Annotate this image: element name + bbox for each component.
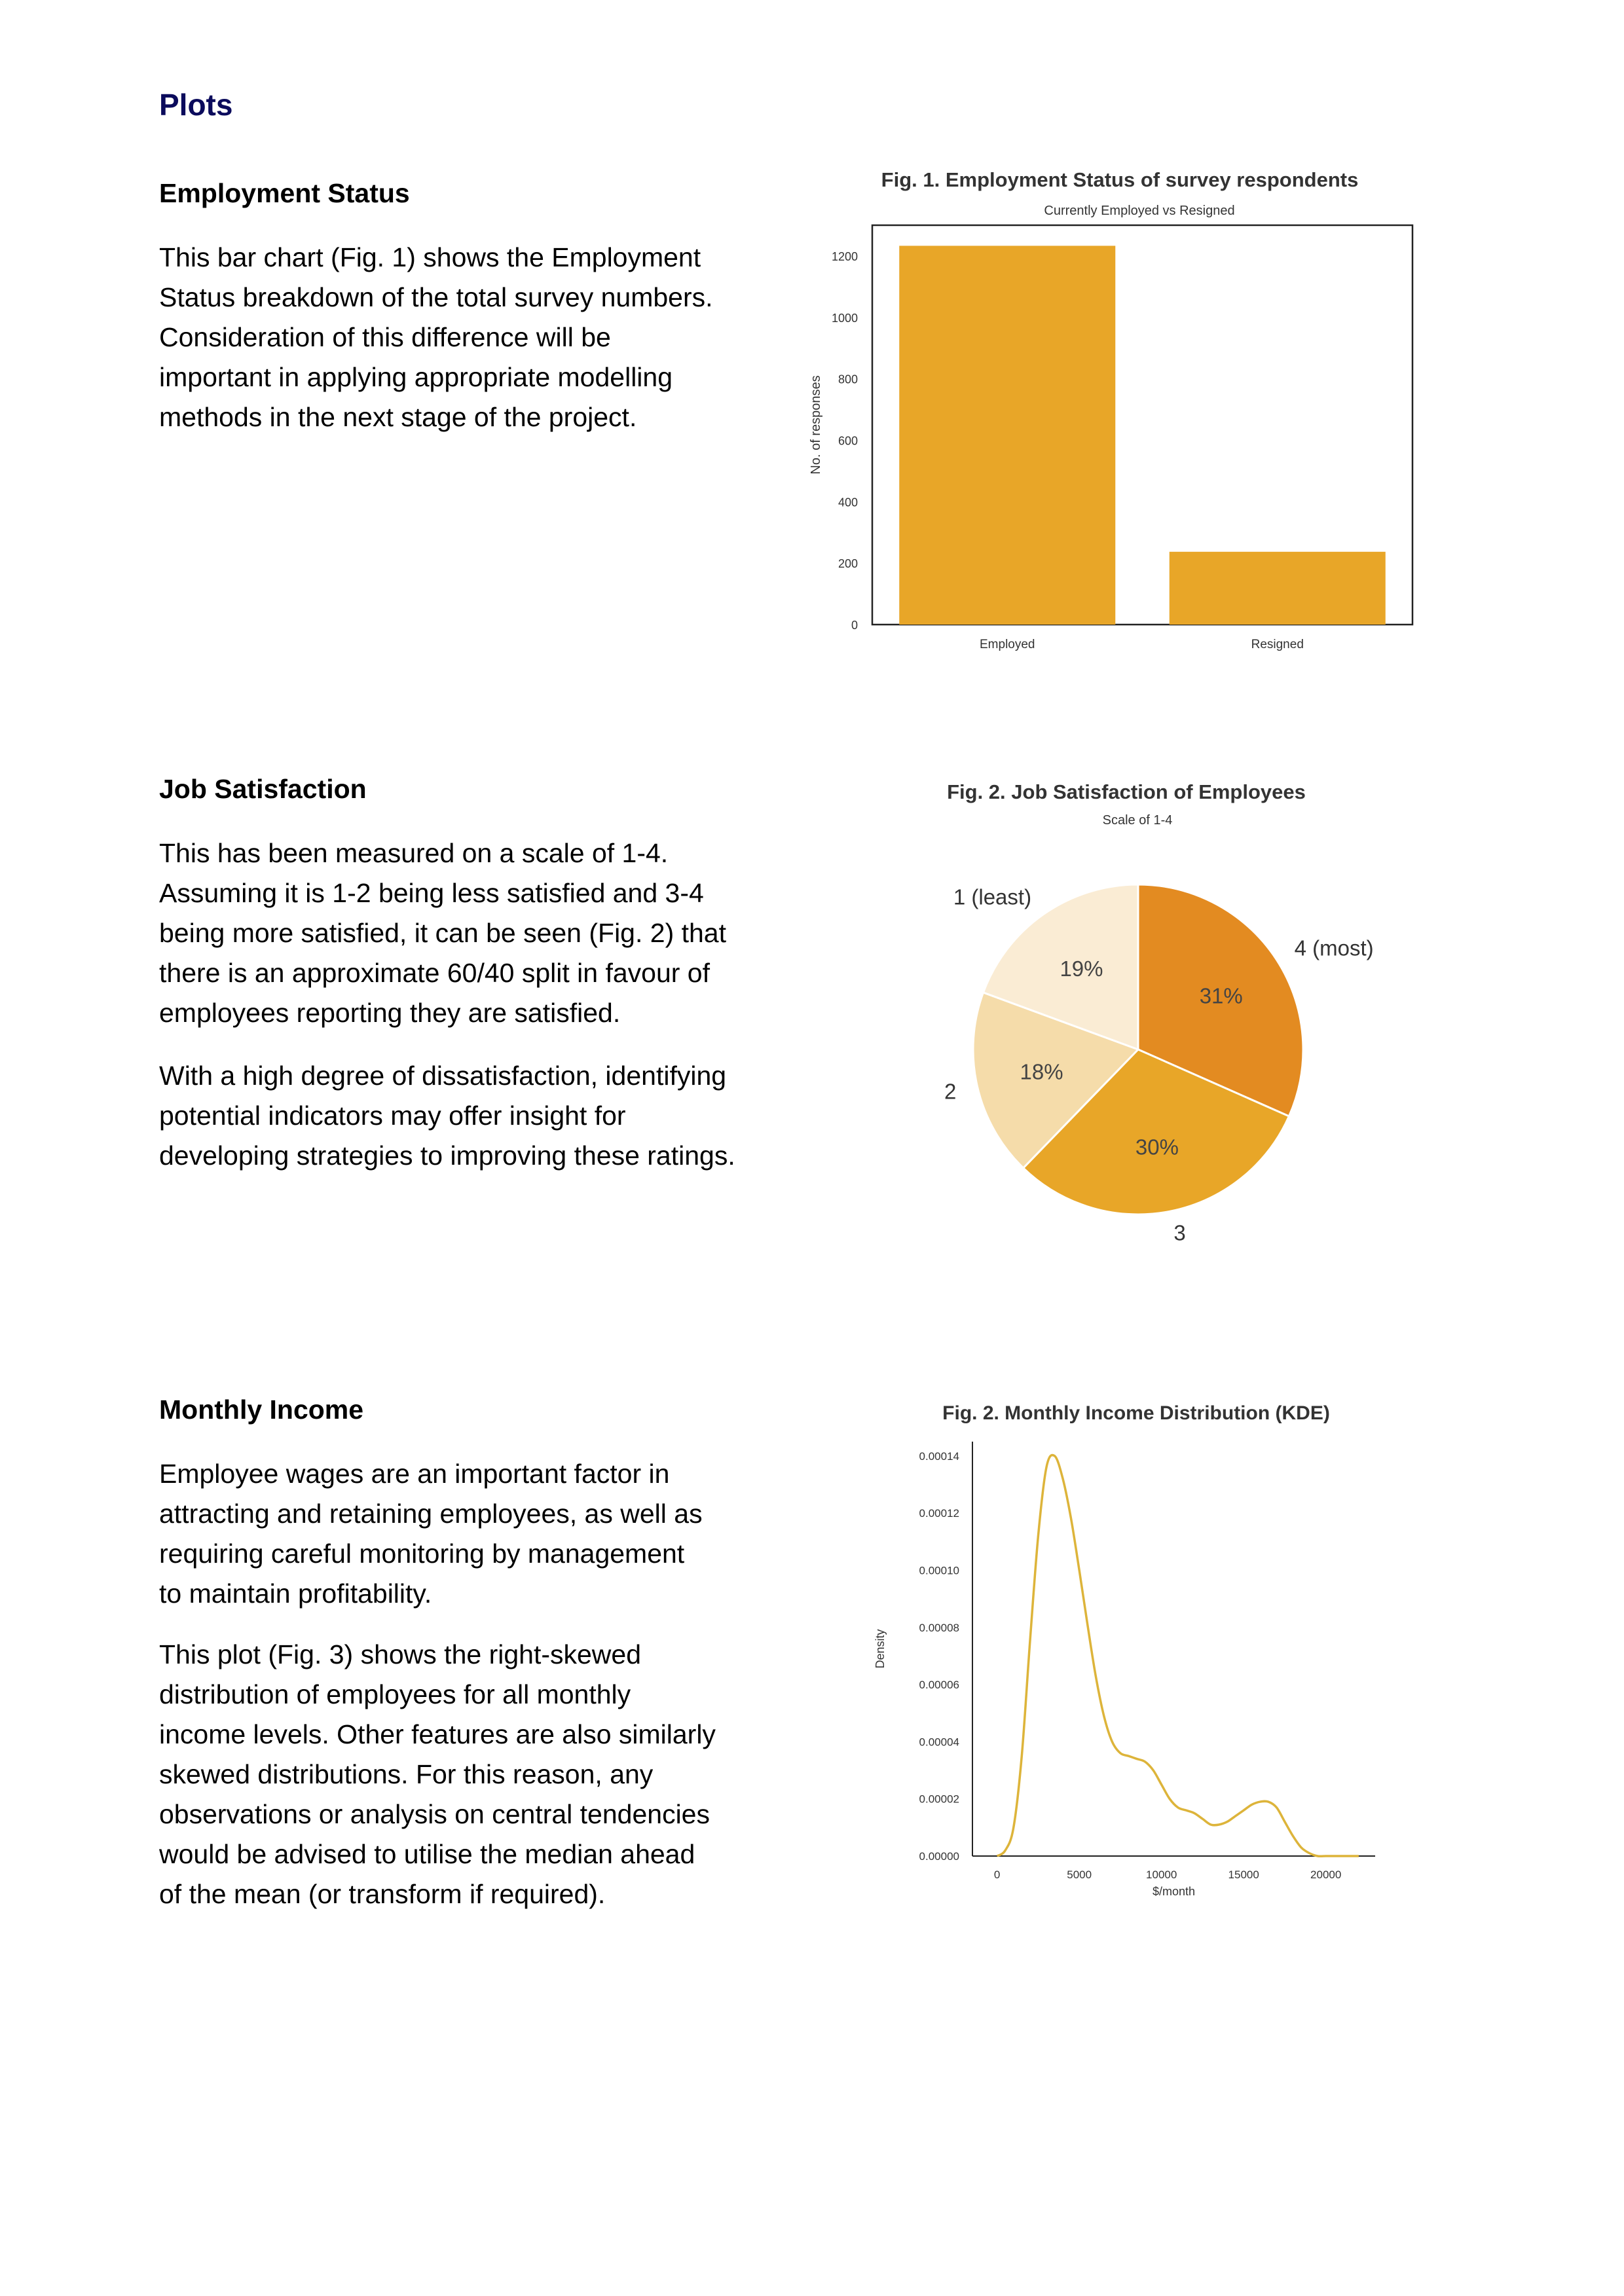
text-line: requiring careful monitoring by manageme… <box>159 1539 685 1569</box>
text-line: important in applying appropriate modell… <box>159 362 673 392</box>
bar-chart-employment-status: Fig. 1. Employment Status of survey resp… <box>809 168 1414 651</box>
y-tick-label: 400 <box>838 496 858 509</box>
text-line: potential indicators may offer insight f… <box>159 1101 626 1131</box>
y-tick-label: 800 <box>838 373 858 386</box>
x-tick-label: 5000 <box>1067 1868 1092 1881</box>
kde-chart-monthly-income: Fig. 2. Monthly Income Distribution (KDE… <box>874 1402 1375 1898</box>
section-heading-monthly-income: Monthly Income <box>159 1394 364 1425</box>
section-text-monthly-income: Employee wages are an important factor i… <box>159 1454 703 1614</box>
x-tick-label: 10000 <box>1146 1868 1177 1881</box>
text-line: Consideration of this difference will be <box>159 322 611 352</box>
chart-title: Fig. 2. Job Satisfaction of Employees <box>947 780 1306 803</box>
pie-category-label: 3 <box>1173 1221 1185 1245</box>
y-tick-label: 0 <box>851 619 858 632</box>
section-text-employment-status: This bar chart (Fig. 1) shows the Employ… <box>159 238 713 437</box>
text-line: Status breakdown of the total survey num… <box>159 282 713 312</box>
pie-pct-label: 31% <box>1200 984 1243 1008</box>
y-axis-label: No. of responses <box>809 375 823 474</box>
text-line: methods in the next stage of the project… <box>159 402 637 432</box>
pie-slice <box>1137 883 1304 1118</box>
y-tick-label: 600 <box>838 434 858 447</box>
chart-subtitle: Scale of 1-4 <box>1103 813 1173 828</box>
text-line: With a high degree of dissatisfaction, i… <box>159 1061 727 1091</box>
pie-slice <box>1022 1048 1291 1216</box>
y-tick-label: 0.00000 <box>919 1850 959 1863</box>
paragraph: Employee wages are an important factor i… <box>159 1454 703 1614</box>
y-tick-label: 0.00006 <box>919 1679 959 1691</box>
section-text-monthly-income-2: This plot (Fig. 3) shows the right-skewe… <box>159 1635 716 1914</box>
bar-employed <box>899 246 1116 625</box>
paragraph: This bar chart (Fig. 1) shows the Employ… <box>159 238 713 437</box>
y-tick-label: 1000 <box>832 312 858 325</box>
pie-chart-job-satisfaction: Fig. 2. Job Satisfaction of Employees Sca… <box>944 780 1374 1245</box>
y-tick-label: 200 <box>838 557 858 570</box>
y-tick-label: 0.00012 <box>919 1507 959 1520</box>
y-axis-label: Density <box>874 1629 887 1668</box>
text-line: distribution of employees for all monthl… <box>159 1679 631 1709</box>
text-line: there is an approximate 60/40 split in f… <box>159 958 710 988</box>
pie-pct-label: 18% <box>1020 1060 1063 1084</box>
plot-frame <box>871 224 1414 626</box>
chart-title: Fig. 1. Employment Status of survey resp… <box>881 168 1359 191</box>
section-heading-employment-status: Employment Status <box>159 178 410 208</box>
chart-subtitle: Currently Employed vs Resigned <box>1044 204 1234 218</box>
text-line: income levels. Other features are also s… <box>159 1719 716 1749</box>
x-tick-label: Employed <box>980 638 1035 651</box>
text-line: Employee wages are an important factor i… <box>159 1459 670 1489</box>
x-tick-label: 20000 <box>1310 1868 1341 1881</box>
text-line: This plot (Fig. 3) shows the right-skewe… <box>159 1639 641 1669</box>
y-tick-label: 0.00002 <box>919 1793 959 1806</box>
x-tick-label: Resigned <box>1251 638 1304 651</box>
y-tick-label: 0.00010 <box>919 1564 959 1576</box>
text-line: being more satisfied, it can be seen (Fi… <box>159 918 727 948</box>
y-tick-label: 0.00004 <box>919 1736 959 1748</box>
pie-category-label: 1 (least) <box>953 884 1031 909</box>
section-heading-job-satisfaction: Job Satisfaction <box>159 774 367 804</box>
text-line: to maintain profitability. <box>159 1578 432 1609</box>
text-line: would be advised to utilise the median a… <box>159 1839 695 1869</box>
text-line: This has been measured on a scale of 1-4… <box>159 838 669 868</box>
text-line: observations or analysis on central tend… <box>159 1799 710 1829</box>
pie-category-label: 4 (most) <box>1295 936 1374 960</box>
x-tick-label: 15000 <box>1228 1868 1259 1881</box>
pie-pct-label: 19% <box>1060 957 1103 981</box>
pie-slice <box>982 883 1139 1051</box>
text-line: This bar chart (Fig. 1) shows the Employ… <box>159 242 701 272</box>
y-tick-label: 0.00008 <box>919 1622 959 1634</box>
paragraph: With a high degree of dissatisfaction, i… <box>159 1056 735 1176</box>
bar-resigned <box>1169 551 1386 625</box>
chart-title: Fig. 2. Monthly Income Distribution (KDE… <box>942 1402 1330 1424</box>
text-line: Assuming it is 1-2 being less satisfied … <box>159 878 704 908</box>
page-title: Plots <box>159 88 233 122</box>
text-line: attracting and retaining employees, as w… <box>159 1499 703 1529</box>
section-text-job-satisfaction-2: With a high degree of dissatisfaction, i… <box>159 1056 735 1176</box>
text-line: skewed distributions. For this reason, a… <box>159 1759 654 1789</box>
text-line: of the mean (or transform if required). <box>159 1879 606 1909</box>
pie-slice <box>972 991 1140 1170</box>
section-text-job-satisfaction: This has been measured on a scale of 1-4… <box>159 833 726 1033</box>
pie-category-label: 2 <box>944 1079 956 1103</box>
text-line: developing strategies to improving these… <box>159 1140 735 1171</box>
y-tick-label: 0.00014 <box>919 1450 959 1463</box>
x-tick-label: 0 <box>994 1868 1000 1881</box>
text-line: employees reporting they are satisfied. <box>159 998 621 1028</box>
y-tick-label: 1200 <box>832 250 858 263</box>
kde-line <box>996 1453 1359 1858</box>
pie-pct-label: 30% <box>1135 1135 1179 1159</box>
paragraph: This plot (Fig. 3) shows the right-skewe… <box>159 1635 716 1914</box>
paragraph: This has been measured on a scale of 1-4… <box>159 833 726 1033</box>
x-axis-label: $/month <box>1153 1885 1195 1898</box>
